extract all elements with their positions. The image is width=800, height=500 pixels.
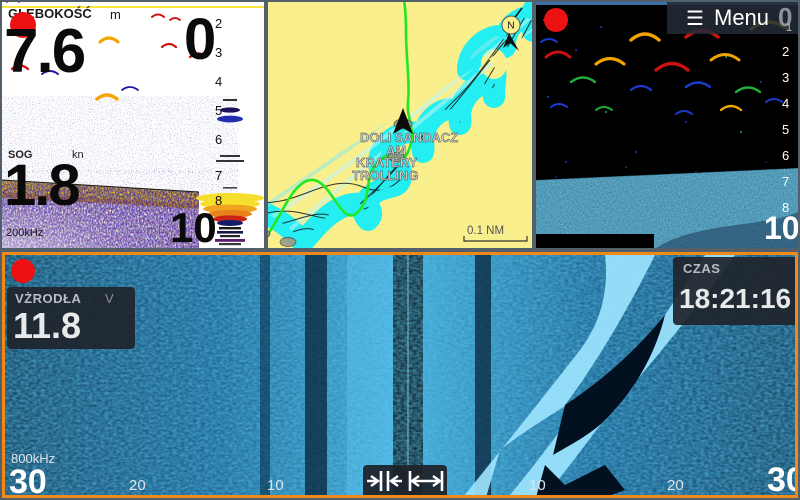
svg-text:N: N (507, 21, 514, 32)
svg-text:TROLLING: TROLLING (352, 168, 418, 183)
svg-text:0.1 NM: 0.1 NM (467, 225, 504, 237)
svg-text:DOLI SANDACZ: DOLI SANDACZ (360, 130, 458, 145)
